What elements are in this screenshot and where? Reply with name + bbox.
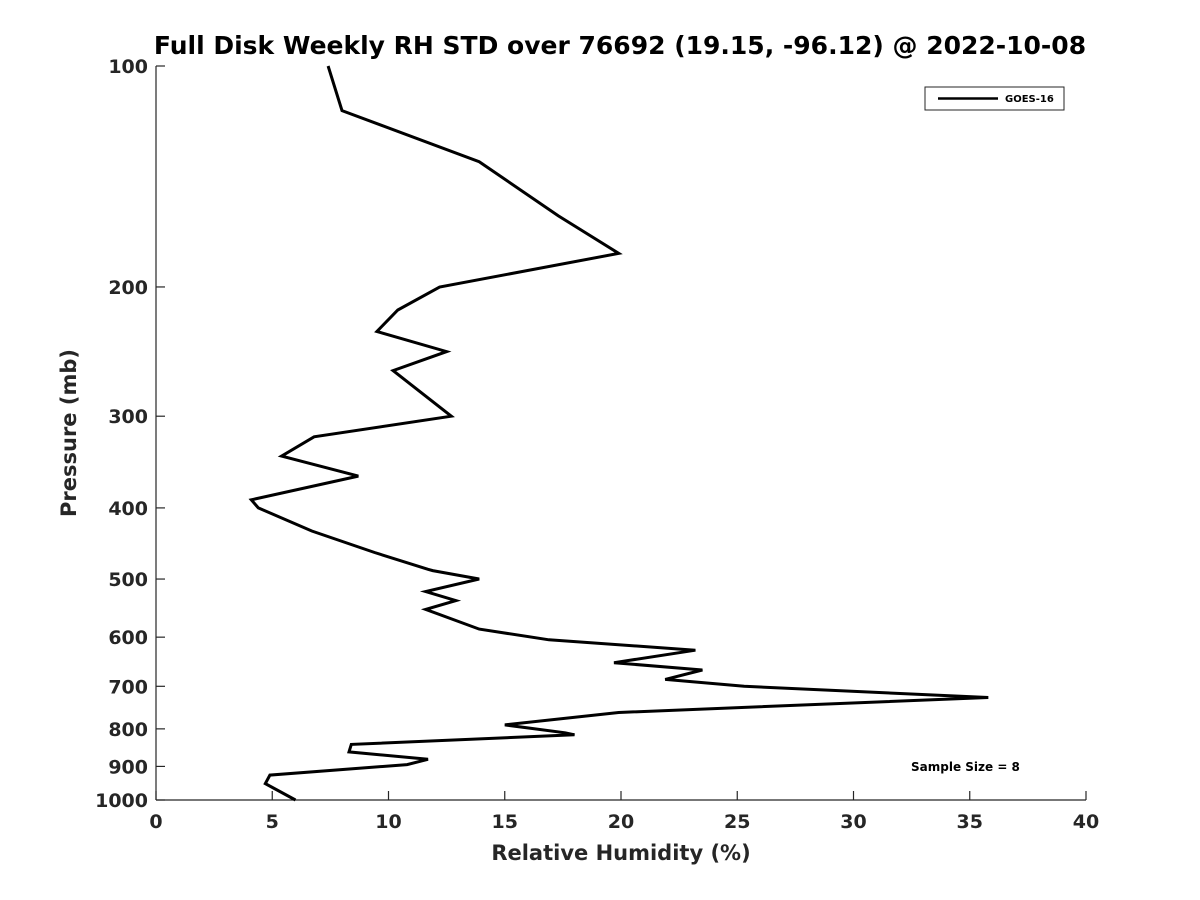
x-tick-label: 10	[375, 811, 401, 833]
y-tick-label: 1000	[95, 790, 148, 812]
x-tick-label: 15	[492, 811, 518, 833]
y-tick-label: 200	[108, 277, 148, 299]
x-ticks: 0 5 10 15 20 25 30 35 40	[149, 791, 1099, 833]
x-tick-label: 40	[1073, 811, 1099, 833]
x-tick-label: 30	[840, 811, 866, 833]
x-tick-label: 25	[724, 811, 750, 833]
y-tick-label: 300	[108, 406, 148, 428]
x-tick-label: 0	[149, 811, 162, 833]
legend: GOES-16	[924, 86, 1065, 111]
y-tick-label: 900	[108, 756, 148, 778]
y-tick-label: 500	[108, 569, 148, 591]
y-tick-label: 800	[108, 719, 148, 741]
y-axis-label: Pressure (mb)	[57, 349, 81, 517]
sample-size-annotation: Sample Size = 8	[911, 760, 1020, 774]
x-axis-label: Relative Humidity (%)	[491, 841, 750, 865]
series-layer	[248, 65, 989, 802]
y-ticks: 100 200 300 400 500 600 700 800 900 1000	[95, 56, 165, 812]
series-line-goes-16	[248, 65, 989, 802]
x-tick-label: 5	[266, 811, 279, 833]
x-tick-label: 20	[608, 811, 634, 833]
y-tick-label: 700	[108, 676, 148, 698]
y-tick-label: 400	[108, 498, 148, 520]
x-tick-label: 35	[957, 811, 983, 833]
y-tick-label: 100	[108, 56, 148, 78]
chart-title: Full Disk Weekly RH STD over 76692 (19.1…	[154, 31, 1086, 60]
legend-entry-goes-16: GOES-16	[1005, 94, 1054, 105]
y-tick-label: 600	[108, 627, 148, 649]
